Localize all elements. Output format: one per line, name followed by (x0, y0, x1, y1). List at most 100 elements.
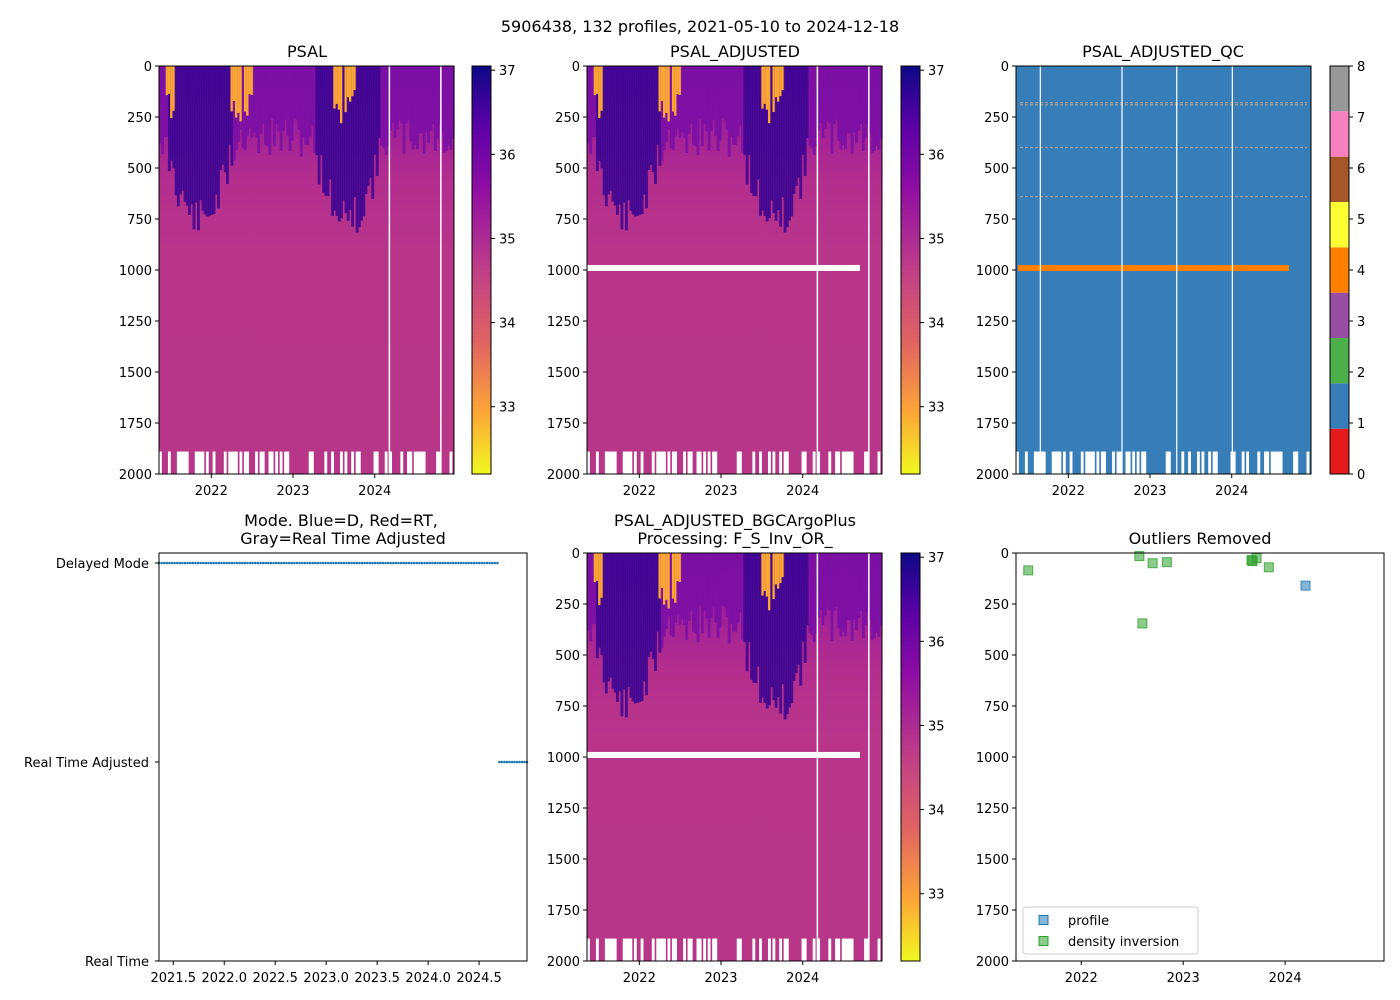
psal-bgc-fresh-top (776, 553, 780, 589)
psal-bgc-profile-column (761, 553, 765, 698)
mode-marker (217, 561, 221, 565)
mode-marker (410, 561, 413, 565)
psal-bgc-missing-bottom (609, 938, 613, 961)
mode-marker (446, 561, 450, 565)
psal-profile-column (281, 66, 285, 131)
mode-marker (418, 561, 421, 565)
psal-bgc-missing-bottom (662, 938, 666, 961)
psal-profile-column (427, 66, 431, 144)
psal-bgc-fresh-top (674, 553, 677, 603)
mode-marker (181, 561, 184, 565)
psal-colorbar (471, 65, 492, 475)
psal-bgc-fresh-top (768, 553, 771, 611)
mode-marker (464, 561, 468, 565)
mode-marker (449, 561, 452, 565)
qc-missing-bottom (1275, 451, 1279, 474)
qc-missing-bottom (1246, 451, 1250, 474)
outlier-density-marker (1137, 618, 1148, 629)
qc-missing-bottom (1062, 451, 1066, 474)
psal-bgc-fresh-top (662, 553, 666, 605)
psal-adjusted-profile-column (868, 66, 872, 133)
mode-panel: Mode. Blue=D, Red=RT, Gray=Real Time Adj… (24, 511, 529, 986)
mode-marker (235, 561, 239, 565)
mode-marker (428, 561, 432, 565)
psal-fresh-top (172, 66, 176, 111)
psal-adjusted-profile-column (732, 66, 736, 145)
psal-adjusted-profile-column (694, 66, 698, 147)
psal-adjusted-profile-column (799, 66, 803, 199)
mode-marker (350, 561, 353, 565)
psal-adjusted-missing-bottom (703, 451, 707, 474)
psal-adjusted-profile-column (806, 66, 809, 138)
mode-xtick-label: 2022.0 (201, 971, 247, 986)
psal-panel: PSAL 0 250 500 750 1000 1250 1500 1750 2000 2022 2… (119, 42, 516, 499)
psal-profile-column (221, 66, 225, 165)
psal-adjusted-profile-column (875, 66, 879, 146)
psal-adjusted-fresh-top (595, 66, 599, 94)
mode-marker (518, 760, 521, 764)
psal-bgc-fresh-top (781, 553, 785, 578)
psal-profile-column (226, 66, 229, 184)
psal-adjusted-profile-column (754, 66, 758, 197)
psal-bgc-missing-bottom (752, 938, 756, 961)
mode-xtick-label: 2024.0 (405, 971, 451, 986)
psal-bgc-profile-column (658, 553, 662, 653)
psal-adjusted-missing-bottom (624, 451, 628, 474)
mode-marker (246, 561, 249, 565)
mode-marker (394, 561, 398, 565)
psal-adjusted-missing-bottom (714, 451, 718, 474)
psal-profile-column (174, 66, 178, 196)
qc-gap-line (1121, 66, 1123, 474)
psal-missing-bottom (205, 451, 209, 474)
psal-adjusted-missing-bottom (846, 451, 850, 474)
mode-marker (168, 561, 171, 565)
outliers-ytick-label: 1250 (976, 802, 1009, 817)
psal-missing-bottom (230, 451, 234, 474)
psal-bgc-fresh-top (600, 553, 604, 598)
psal-adjusted-fresh-top (781, 66, 785, 91)
psal-bgc-fresh-top (676, 553, 680, 582)
psal-adjusted-profile-column (730, 66, 733, 137)
mode-marker (308, 561, 312, 565)
psal-bgc-xtick-label: 2022 (623, 971, 656, 986)
psal-adjusted-profile-column (763, 66, 767, 217)
psal-bgc-missing-bottom (866, 938, 870, 961)
psal-bgc-profile-column (810, 553, 814, 636)
qc-gap-line (1231, 66, 1233, 474)
psal-missing-bottom (436, 451, 439, 474)
psal-bgc-profile-column (821, 553, 825, 625)
psal-bgc-ytick-label: 1000 (547, 751, 580, 766)
psal-adjusted-profile-column (857, 66, 861, 131)
psal-adjusted-profile-column (776, 66, 780, 210)
qc-colorbar-label: 2 (1357, 366, 1365, 381)
qc-colorbar-segment (1330, 247, 1349, 293)
psal-profile-column (451, 66, 455, 139)
psal-adjusted-missing-bottom (752, 451, 756, 474)
psal-bgc-missing-bottom (812, 938, 816, 961)
psal-fresh-top (344, 66, 348, 113)
outliers-ytick-label: 500 (984, 649, 1009, 664)
qc-missing-bottom (1181, 451, 1185, 474)
outlier-density-marker (1147, 558, 1158, 569)
mode-marker (287, 561, 291, 565)
psal-bgc-fresh-top (658, 553, 662, 599)
psal-adjusted-ytick-label: 500 (555, 162, 580, 177)
psal-adjusted-profile-column (685, 66, 689, 154)
psal-profile-column (384, 66, 388, 155)
outlier-profile-marker (1300, 580, 1311, 591)
psal-bgc-profile-column (696, 553, 700, 642)
psal-bgc-fresh-top (765, 553, 769, 597)
psal-bgc-missing-bottom (864, 938, 867, 961)
mode-marker (420, 561, 424, 565)
psal-bgc-gap-line (868, 553, 870, 961)
mode-marker (293, 561, 296, 565)
psal-adjusted-fresh-top (768, 66, 771, 124)
psal-adjusted-profile-column (828, 66, 832, 124)
psal-bgc-missing-bottom (683, 938, 686, 961)
outliers-ytick-label: 1000 (976, 751, 1009, 766)
psal-bgc-colorbar-label: 34 (928, 804, 945, 819)
psal-adjusted-profile-column (841, 66, 845, 145)
psal-adjusted-profile-column (651, 66, 655, 173)
psal-profile-column (342, 66, 346, 201)
qc-colorbar-segment (1330, 428, 1349, 474)
